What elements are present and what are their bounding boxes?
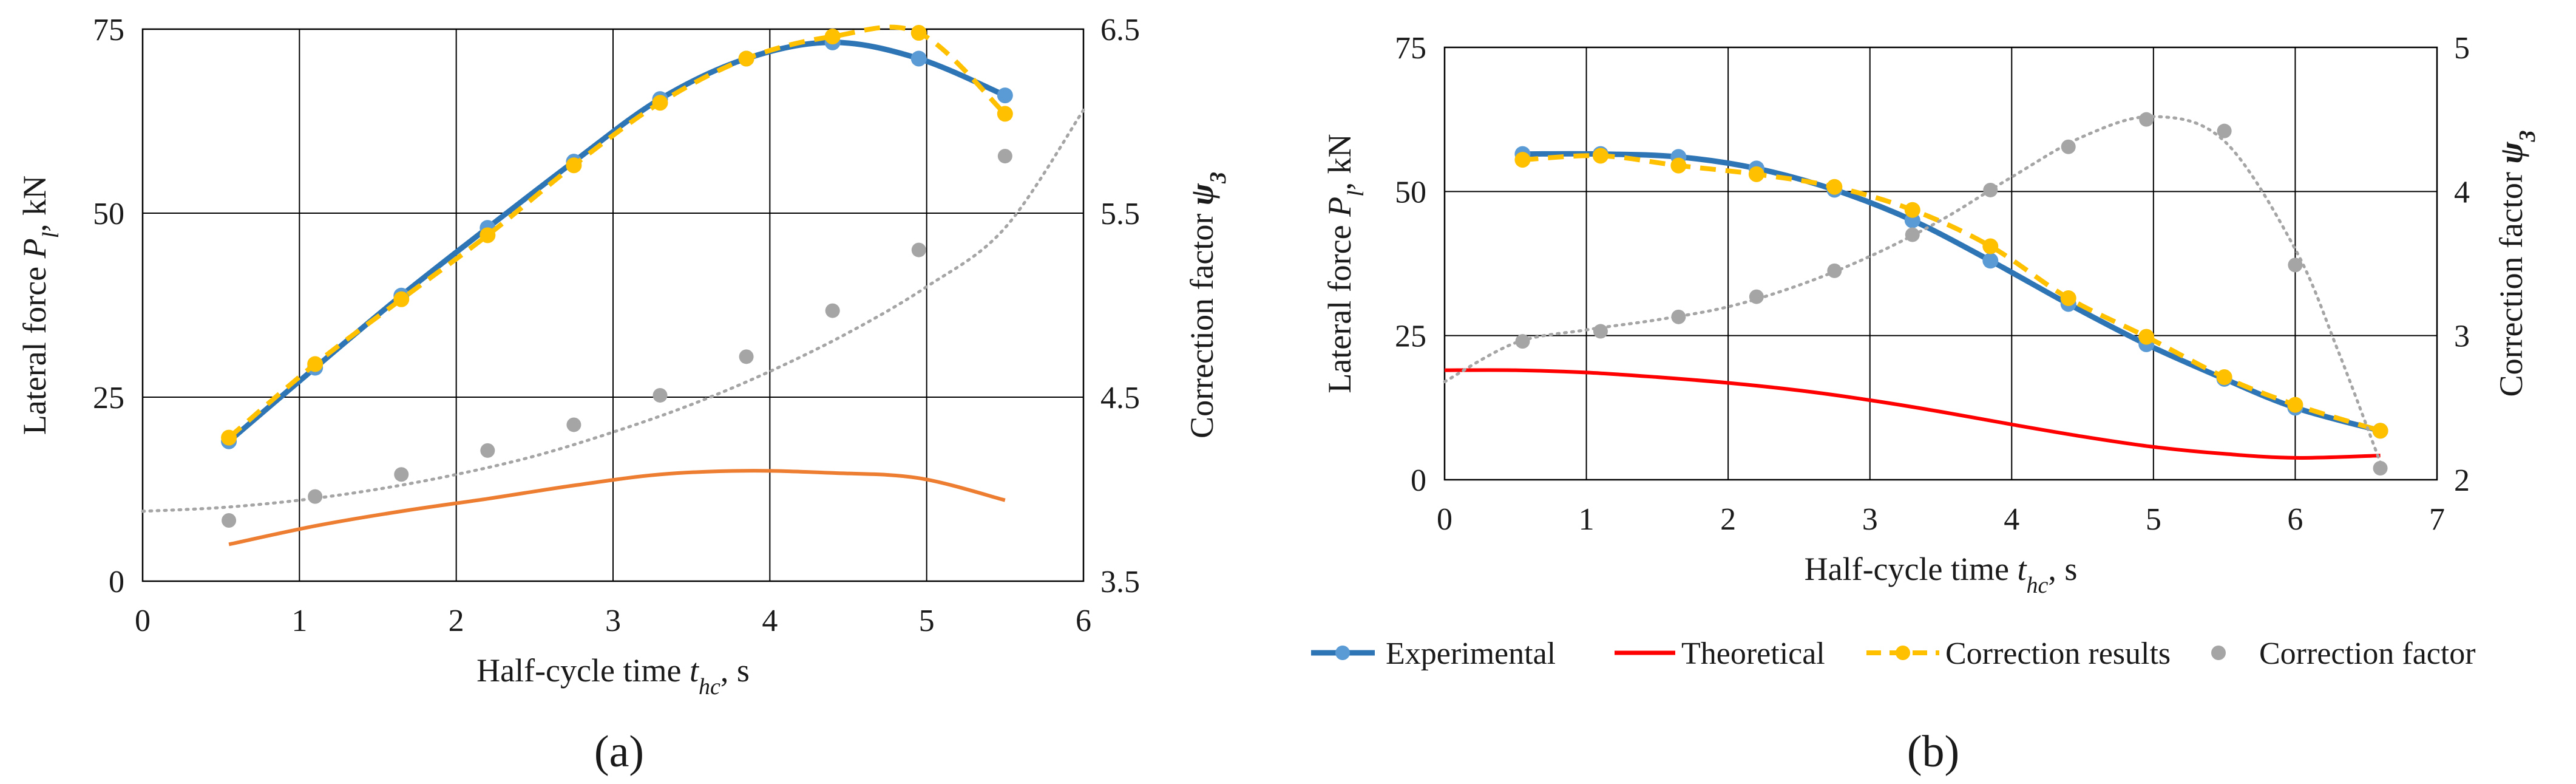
correction-factor-point	[394, 467, 409, 482]
correction-factor-point	[825, 303, 840, 318]
correction-factor-point	[652, 387, 668, 403]
x-tick-label: 6	[2287, 502, 2303, 537]
plot-area-frame	[1443, 46, 2438, 481]
correction-factor-point	[308, 489, 323, 504]
correction-factor-trend-line	[1443, 115, 2382, 464]
plot-area-frame	[141, 28, 1085, 582]
x-tick-label: 5	[2146, 502, 2161, 537]
correction-factor-point	[2373, 461, 2388, 476]
panel-label-a: (a)	[594, 727, 644, 777]
x-tick-label: 4	[2004, 502, 2019, 537]
experimental-point	[1982, 253, 1999, 269]
y-tick-label: 0	[1411, 463, 1426, 498]
correction-results-point	[2287, 397, 2303, 413]
legend-marker-correction-factor	[2211, 646, 2226, 660]
correction-results-point	[824, 29, 841, 45]
chart-panel-b: 0 1 2 3 4 5 6 7 0 25 50 75 2 3 4 5 Half-cycle time thc, …	[1321, 31, 2540, 598]
correction-factor-trend-line	[141, 108, 1085, 513]
correction-factor-point	[2288, 257, 2303, 273]
y2-tick-label: 5	[2454, 31, 2470, 66]
y2-tick-label: 3.5	[1100, 565, 1140, 599]
x-tick-label: 6	[1076, 604, 1091, 638]
correction-results-point	[910, 25, 927, 41]
y-tick-label: 75	[1395, 31, 1426, 66]
x-tick-label: 0	[135, 604, 151, 638]
y2-tick-label: 4.5	[1100, 381, 1140, 415]
x-tick-label: 2	[449, 604, 464, 638]
experimental-line	[227, 39, 1006, 444]
legend-marker-correction-results	[1896, 646, 1910, 660]
y-tick-label: 0	[109, 565, 124, 599]
correction-factor-point	[997, 149, 1012, 164]
y2-tick-label: 2	[2454, 463, 2470, 498]
correction-results-point	[997, 106, 1013, 122]
correction-results-point	[393, 291, 410, 307]
experimental-point	[997, 87, 1013, 104]
theoretical-line	[1444, 368, 2381, 460]
x-tick-label: 0	[1437, 502, 1452, 537]
x-axis-title: Half-cycle time thc, s	[476, 652, 750, 700]
y2-tick-label: 3	[2454, 319, 2470, 354]
y2-tick-label: 5.5	[1100, 197, 1140, 231]
correction-results-point	[480, 227, 496, 244]
correction-results-line	[1522, 153, 2381, 434]
correction-results-point	[1748, 166, 1764, 182]
legend: Experimental Theoretical Correction result…	[1311, 636, 2476, 671]
correction-factor-point	[911, 242, 926, 257]
legend-label-correction-factor: Correction factor	[2259, 636, 2476, 671]
x-tick-label: 5	[919, 604, 935, 638]
correction-results-point	[1514, 152, 1531, 168]
y-tick-label: 50	[1395, 175, 1426, 210]
y-tick-label: 50	[93, 197, 124, 231]
y2-tick-label: 4	[2454, 175, 2470, 210]
panel-label-b: (b)	[1907, 727, 1959, 777]
y2-axis-title: Correction factor ψ3	[1184, 172, 1231, 438]
experimental-point	[910, 50, 927, 67]
x-tick-label: 2	[1720, 502, 1736, 537]
correction-factor-point	[1593, 324, 1608, 339]
x-tick-label: 7	[2429, 502, 2445, 537]
x-tick-label: 1	[1579, 502, 1595, 537]
correction-results-point	[738, 50, 754, 67]
correction-results-point	[221, 429, 237, 446]
y2-axis-title: Correction factor ψ3	[2493, 131, 2540, 397]
chart-panel-a: 0 1 2 3 4 5 6 0 25 50 75 3.5 4.5 5.5 6.5 Half-cycle tim…	[16, 13, 1231, 700]
legend-label-experimental: Experimental	[1386, 636, 1556, 671]
theoretical-line	[228, 469, 1006, 547]
correction-results-point	[652, 95, 668, 111]
correction-factor-point	[480, 443, 495, 458]
legend-label-theoretical: Theoretical	[1681, 636, 1825, 671]
correction-factor-point	[566, 417, 581, 432]
y-axis-title: Lateral force Pl, kN	[16, 176, 64, 435]
y-tick-label: 25	[93, 381, 124, 415]
x-axis-title: Half-cycle time thc, s	[1805, 551, 2078, 598]
correction-results-point	[566, 157, 582, 174]
legend-label-correction-results: Correction results	[1945, 636, 2171, 671]
correction-results-point	[2060, 290, 2076, 306]
correction-results-point	[1982, 238, 1999, 254]
x-tick-label: 3	[605, 604, 621, 638]
x-tick-label: 4	[762, 604, 778, 638]
correction-factor-point	[222, 513, 237, 528]
correction-results-point	[1670, 157, 1687, 174]
correction-factor-point	[2139, 112, 2154, 127]
correction-results-point	[2216, 369, 2232, 386]
correction-results-point	[307, 356, 324, 372]
y-tick-label: 75	[93, 13, 124, 47]
correction-factor-point	[2217, 123, 2232, 138]
correction-results-point	[1826, 179, 1843, 195]
y-tick-label: 25	[1395, 319, 1426, 354]
legend-marker-experimental	[1335, 646, 1350, 660]
correction-results-point	[1904, 202, 1920, 218]
correction-results-point	[1592, 148, 1608, 164]
x-tick-label: 3	[1862, 502, 1878, 537]
correction-results-point	[2372, 423, 2388, 439]
y-axis-title: Lateral force Pl, kN	[1321, 134, 1369, 393]
x-tick-label: 1	[291, 604, 307, 638]
correction-results-point	[2138, 329, 2155, 345]
correction-factor-point	[739, 349, 754, 364]
y2-tick-label: 6.5	[1100, 13, 1140, 47]
correction-results-line	[227, 24, 1007, 440]
